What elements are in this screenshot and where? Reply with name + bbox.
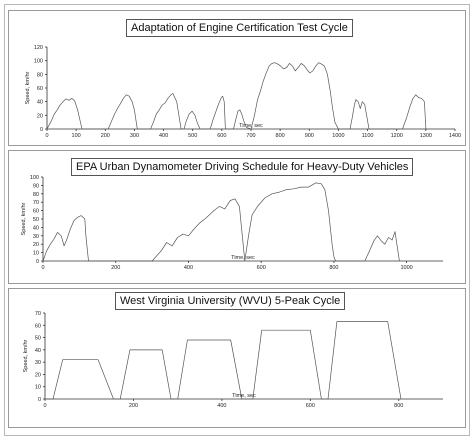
- y-tick-label: 30: [35, 360, 41, 366]
- y-tick-label: 20: [33, 242, 39, 248]
- y-tick-label: 60: [35, 323, 41, 329]
- y-axis-label: Speed, km/hr: [25, 71, 31, 104]
- y-tick-label: 80: [37, 72, 43, 78]
- chart-title: EPA Urban Dynamometer Driving Schedule f…: [71, 158, 414, 176]
- chart-title: West Virginia University (WVU) 5-Peak Cy…: [115, 292, 346, 310]
- x-tick-label: 300: [130, 133, 139, 139]
- y-tick-label: 120: [34, 45, 43, 51]
- y-tick-label: 60: [37, 86, 43, 92]
- x-tick-label: 100: [72, 133, 81, 139]
- x-tick-label: 800: [329, 265, 338, 271]
- x-axis-label: Time, sec: [231, 255, 255, 261]
- y-tick-label: 60: [33, 209, 39, 215]
- y-tick-label: 80: [33, 192, 39, 198]
- y-tick-label: 90: [33, 183, 39, 189]
- x-tick-label: 1000: [332, 133, 344, 139]
- x-tick-label: 900: [305, 133, 314, 139]
- x-tick-label: 200: [129, 403, 138, 409]
- x-tick-label: 700: [246, 133, 255, 139]
- x-tick-label: 1100: [362, 133, 374, 139]
- y-tick-label: 0: [40, 127, 43, 133]
- x-tick-label: 1400: [449, 133, 461, 139]
- x-tick-label: 400: [217, 403, 226, 409]
- x-tick-label: 200: [101, 133, 110, 139]
- y-tick-label: 50: [33, 217, 39, 223]
- x-tick-label: 600: [306, 403, 315, 409]
- chart-title: Adaptation of Engine Certification Test …: [126, 19, 353, 37]
- y-axis-label: Speed, km/hr: [23, 339, 29, 372]
- y-tick-label: 0: [38, 397, 41, 403]
- x-tick-label: 1000: [401, 265, 413, 271]
- x-tick-label: 200: [111, 265, 120, 271]
- y-tick-label: 20: [35, 372, 41, 378]
- x-tick-label: 0: [45, 133, 48, 139]
- y-tick-label: 10: [35, 385, 41, 391]
- y-tick-label: 70: [35, 311, 41, 317]
- x-tick-label: 600: [217, 133, 226, 139]
- x-axis-label: Time, sec: [232, 393, 256, 399]
- y-tick-label: 10: [33, 251, 39, 257]
- y-tick-label: 40: [37, 100, 43, 106]
- y-tick-label: 40: [33, 225, 39, 231]
- x-tick-label: 600: [257, 265, 266, 271]
- series-line: [46, 62, 427, 130]
- x-tick-label: 400: [159, 133, 168, 139]
- y-tick-label: 100: [34, 59, 43, 65]
- x-tick-label: 800: [394, 403, 403, 409]
- x-axis-label: Time, sec: [239, 123, 263, 129]
- y-tick-label: 40: [35, 348, 41, 354]
- y-axis-label: Speed, km/hr: [21, 202, 27, 235]
- y-tick-label: 30: [33, 234, 39, 240]
- x-tick-label: 1300: [420, 133, 432, 139]
- x-tick-label: 800: [276, 133, 285, 139]
- chart-wvu-5peak: 0 10 20 30 40 50 60 70 0 200 400 600 800 Time, sec Spe…: [23, 311, 443, 409]
- series-line: [42, 182, 400, 262]
- panel-epa-udds: 0 10 20 30 40 50 60 70 80 90 100 0 200 400 600 800 1000 T…: [8, 150, 466, 284]
- y-tick-label: 100: [30, 175, 39, 181]
- x-tick-label: 0: [43, 403, 46, 409]
- x-tick-label: 0: [41, 265, 44, 271]
- x-tick-label: 500: [188, 133, 197, 139]
- series-line: [45, 321, 402, 400]
- panel-wvu-5peak: 0 10 20 30 40 50 60 70 0 200 400 600 800 Time, sec Spe…: [8, 288, 466, 428]
- x-tick-label: 400: [184, 265, 193, 271]
- panel-engine-cert: 0 20 40 60 80 100 120 0 100 200 300 400 500 600 700 800…: [8, 10, 466, 146]
- y-tick-label: 20: [37, 113, 43, 119]
- y-tick-label: 50: [35, 336, 41, 342]
- y-tick-label: 0: [36, 259, 39, 265]
- y-tick-label: 70: [33, 200, 39, 206]
- x-tick-label: 1200: [391, 133, 403, 139]
